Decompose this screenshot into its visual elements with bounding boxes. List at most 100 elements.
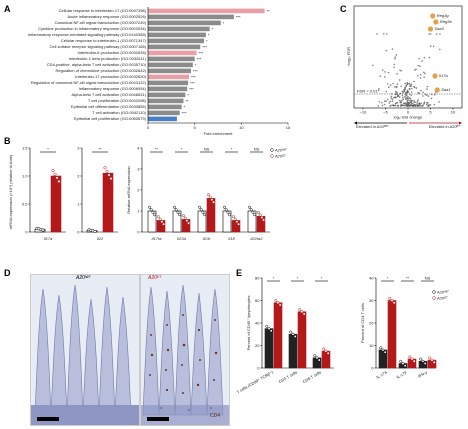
- replicate-point: [158, 217, 162, 221]
- replicate-point: [207, 193, 210, 197]
- enrichment-bar: [148, 14, 234, 20]
- gene-point: [421, 60, 423, 62]
- gene-point: [410, 100, 413, 102]
- replicate-point: [162, 222, 166, 226]
- gene-point: [407, 99, 409, 101]
- replicate-point: [274, 299, 278, 302]
- replicate-point: [182, 214, 185, 218]
- histology-image-wt: [30, 274, 140, 426]
- gene-point: [386, 83, 389, 85]
- group-label: IFN-γ: [417, 370, 428, 379]
- replicate-point: [148, 205, 151, 209]
- gene-point: [396, 85, 398, 88]
- scale-bar-wt: [37, 417, 59, 421]
- gene-point: [410, 83, 413, 86]
- replicate-point: [428, 356, 432, 360]
- y-tick-label: 0: [371, 365, 374, 370]
- gene-point: [405, 98, 407, 100]
- gene-point: [384, 76, 386, 78]
- replicate-point: [53, 172, 57, 176]
- relative-expression-bar: [222, 210, 232, 233]
- gene-point: [413, 69, 416, 71]
- significance-marker: *: [231, 147, 233, 152]
- significance-marker: *: [321, 276, 323, 281]
- gene-point: [397, 105, 400, 107]
- highlighted-gene-point: [427, 26, 434, 32]
- highlighted-gene-point: [434, 87, 440, 93]
- group-label: IL-17A: [375, 369, 388, 379]
- significance-marker: ***: [191, 75, 196, 80]
- gene-point: [385, 33, 388, 35]
- enrichment-bar: [148, 104, 182, 110]
- y-tick-label: 4: [137, 145, 140, 150]
- gene-point: [400, 70, 403, 72]
- replicate-point: [41, 228, 45, 232]
- gene-label: Il22: [97, 236, 104, 241]
- gene-point: [429, 45, 432, 47]
- y-tick-label: 60: [255, 298, 260, 303]
- replicate-point: [421, 359, 425, 363]
- replicate-point: [383, 350, 387, 354]
- y-tick-label: 2: [77, 173, 80, 178]
- gene-point: [395, 96, 397, 99]
- replicate-point: [51, 169, 55, 173]
- replicate-point: [105, 169, 109, 173]
- enrichment-bar: [148, 32, 206, 38]
- y-tick-label: 1: [77, 201, 80, 206]
- panel-label-d: D: [4, 268, 11, 278]
- gene-point: [413, 86, 416, 89]
- fdr-threshold-label: FDR = 0.01: [357, 89, 378, 94]
- gene-point: [429, 104, 432, 106]
- x-tick-label: 15: [286, 125, 291, 130]
- replicate-point: [408, 355, 412, 359]
- gene-point: [397, 95, 400, 97]
- gene-point: [409, 97, 412, 100]
- replicate-point: [392, 301, 396, 305]
- gene-point: [405, 94, 408, 97]
- histology-label-ko: A20ᴱᵀ: [148, 275, 162, 281]
- replicate-point: [212, 200, 216, 204]
- enrichment-bar: [148, 26, 210, 32]
- significance-marker: *: [187, 93, 189, 98]
- group-label: T cells (CD90⁺ TCRβ⁺): [236, 369, 275, 394]
- significance-marker: *: [387, 276, 389, 281]
- gene-point: [385, 90, 388, 93]
- replicate-point: [253, 213, 257, 217]
- gene-point: [417, 64, 420, 67]
- gene-point: [415, 104, 418, 106]
- gene-point: [393, 63, 396, 66]
- gene-point: [423, 101, 426, 103]
- gene-point: [384, 71, 386, 73]
- gene-label: Saa3: [435, 26, 445, 31]
- expression-bar: [102, 172, 114, 233]
- y-tick-label: 40: [369, 275, 374, 280]
- gene-point: [435, 33, 438, 35]
- gene-point: [410, 91, 413, 93]
- enrichment-bar: [148, 80, 189, 86]
- relative-expression-bar: [197, 210, 207, 233]
- replicate-point: [379, 346, 383, 350]
- gene-point: [396, 83, 399, 85]
- panel-label-e: E: [236, 268, 243, 278]
- gene-point: [400, 103, 402, 106]
- gene-point: [393, 66, 395, 69]
- significance-marker: *: [223, 21, 225, 26]
- y-axis-label-left: mRNA expression (×10⁴) (relative to Actb…: [8, 154, 13, 229]
- gene-point: [385, 49, 388, 52]
- x-axis-label: Fold enrichment: [204, 131, 234, 136]
- gene-point: [407, 97, 409, 100]
- gene-point: [418, 102, 421, 105]
- replicate-point: [151, 210, 155, 214]
- replicate-point: [313, 354, 317, 358]
- replicate-point: [423, 362, 427, 365]
- gene-point: [408, 85, 411, 87]
- group-label: CD4 T cells: [278, 370, 298, 385]
- replicate-point: [157, 215, 160, 219]
- y-axis-label-right: Relative mRNA expression: [126, 166, 131, 214]
- gene-point: [394, 56, 397, 58]
- y-tick-label: 1.5: [22, 145, 28, 150]
- gene-point: [439, 33, 441, 35]
- replicate-point: [278, 303, 282, 307]
- relative-expression-bar: [247, 210, 257, 233]
- replicate-point: [258, 213, 262, 217]
